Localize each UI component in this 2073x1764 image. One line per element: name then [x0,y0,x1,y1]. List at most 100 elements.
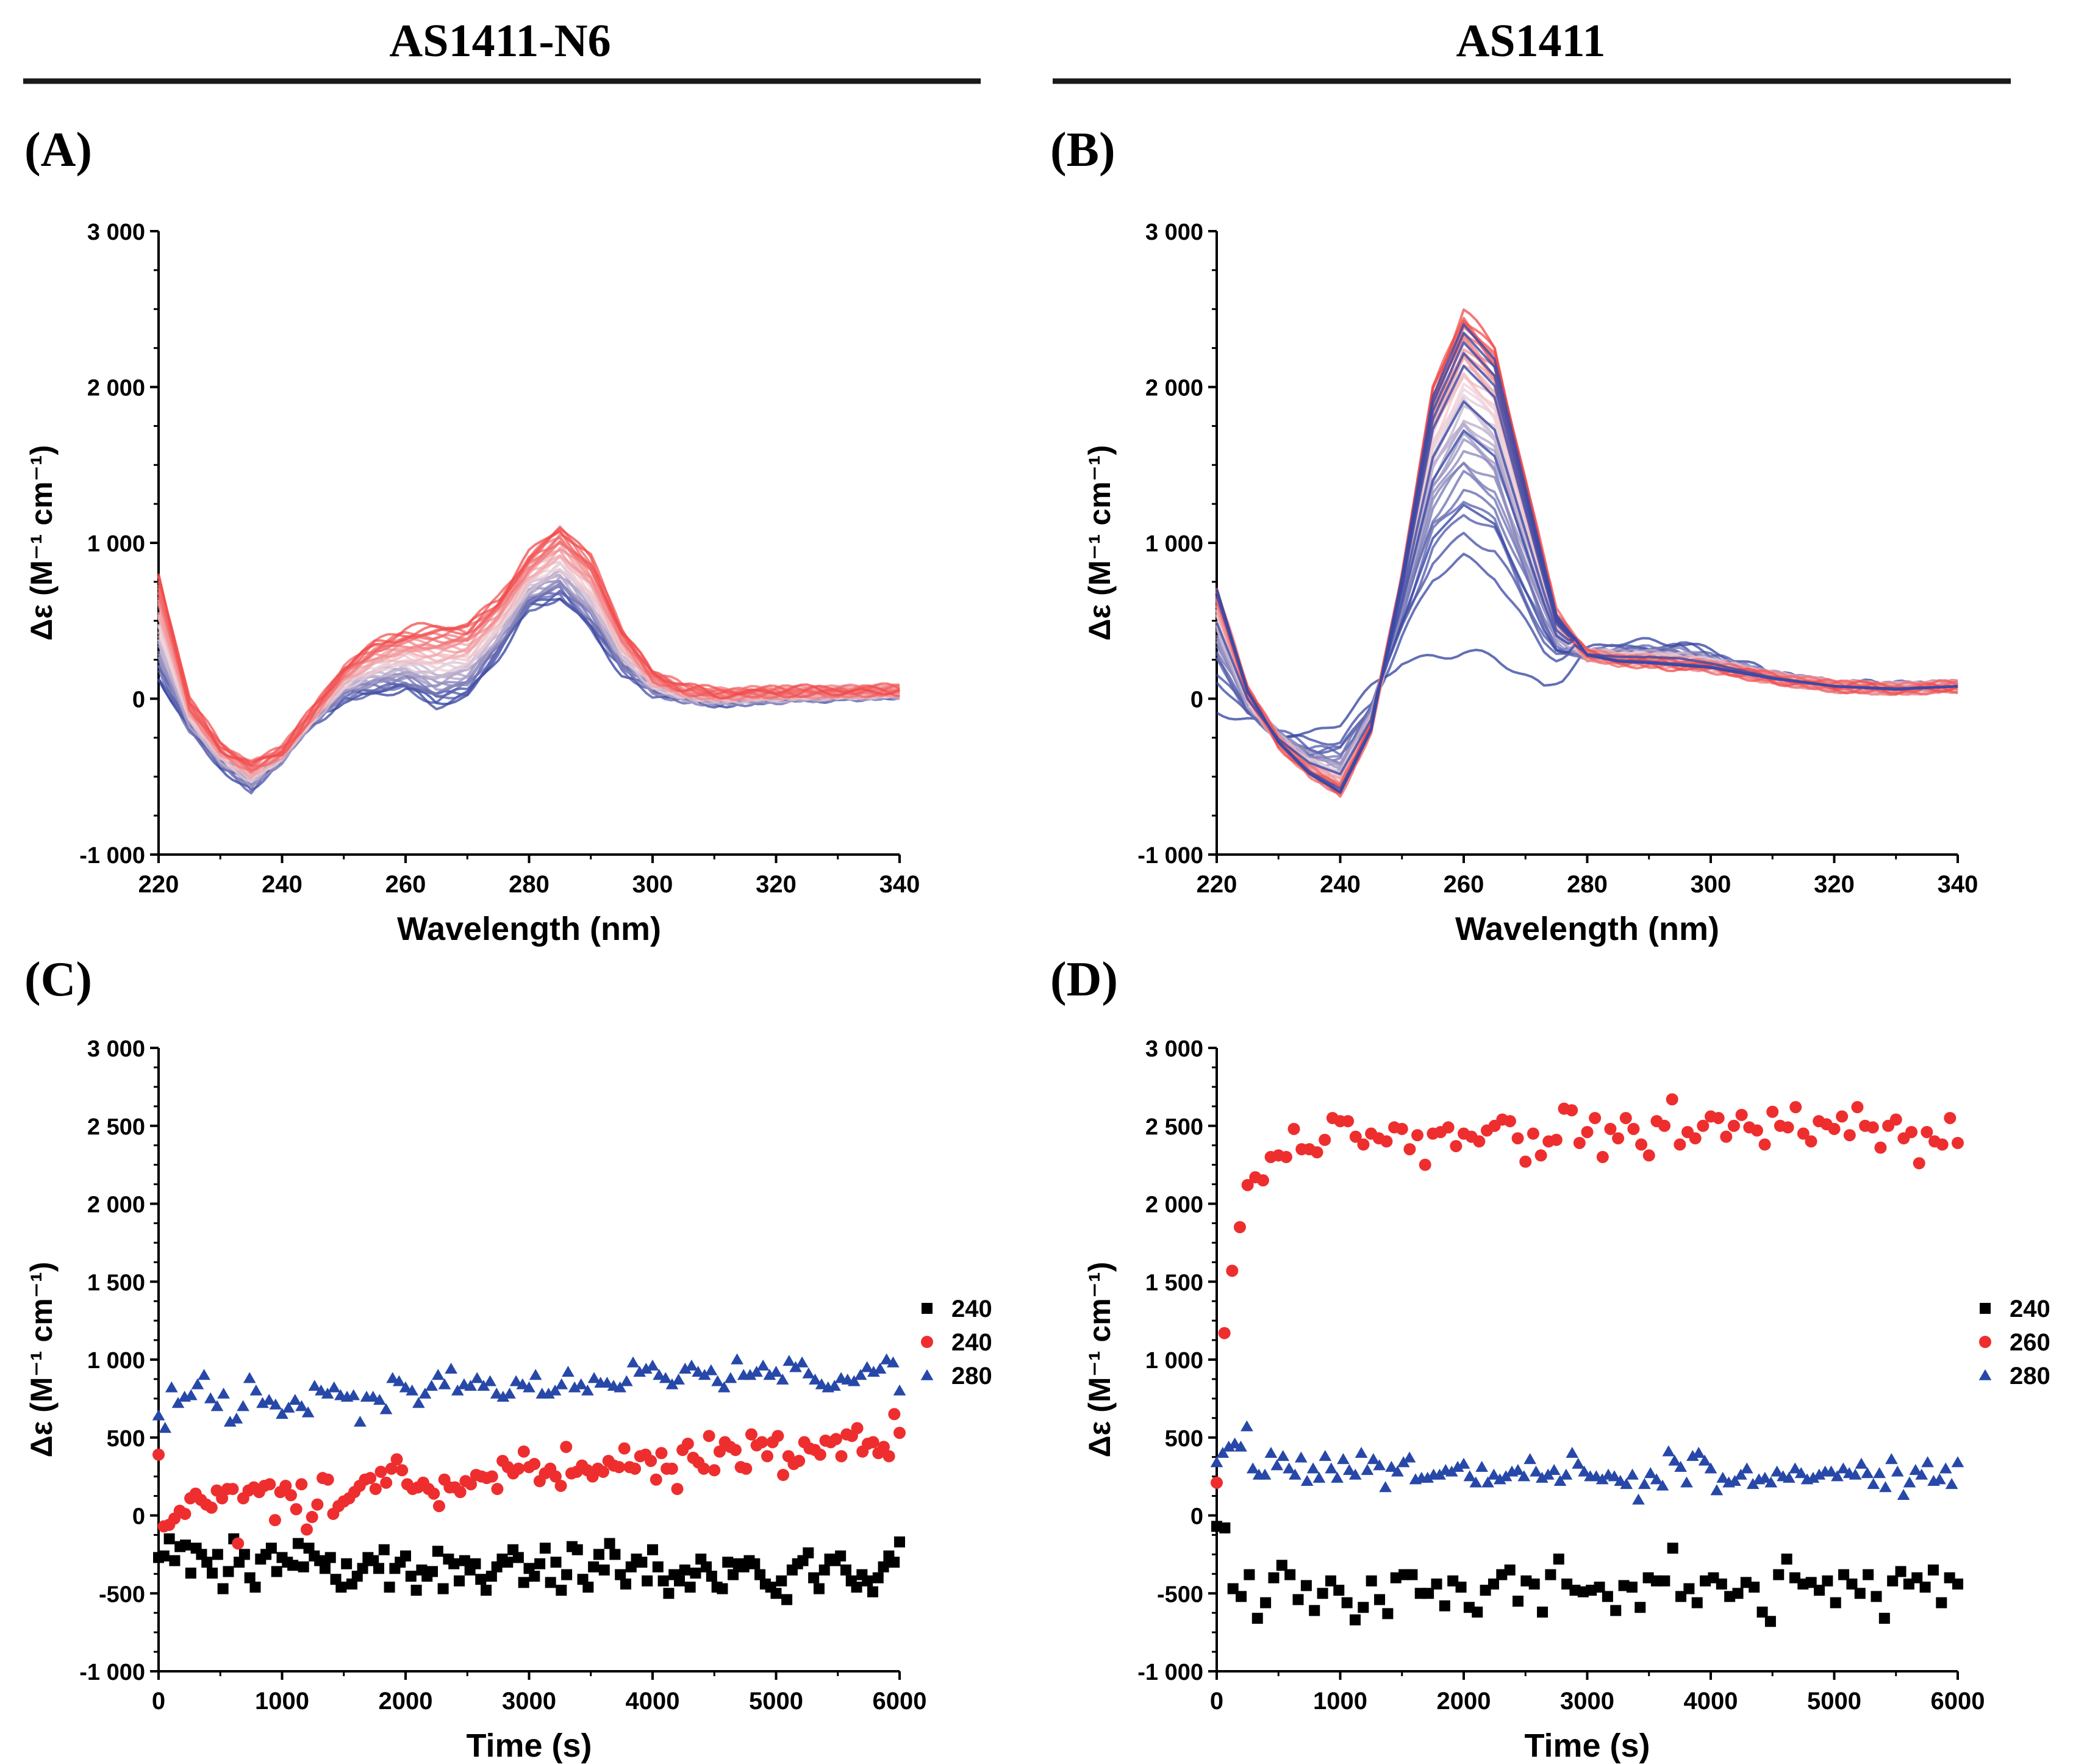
data-point [1493,1473,1506,1485]
data-point [315,1384,328,1396]
data-point [539,1543,551,1554]
data-point [1572,1457,1585,1469]
y-tick-label: 0 [132,687,145,713]
data-point [373,1394,386,1405]
intermediate-spectrum-line [1216,323,1958,794]
data-point [1788,1462,1802,1474]
spectrum-line [1216,432,1958,772]
data-point [1559,1468,1573,1480]
data-point [1773,1569,1785,1580]
data-point [1488,1468,1500,1480]
data-point [1333,1585,1345,1596]
data-point [642,1575,653,1587]
data-point [1638,1478,1651,1490]
series-circle-240 [152,1408,906,1550]
spectrum-line [1216,382,1958,785]
data-point [789,1361,802,1372]
data-point [276,1408,288,1419]
data-point [652,1561,664,1572]
spectrum-line [1216,323,1958,794]
data-point [384,1582,395,1593]
data-point [1366,1575,1377,1587]
panel-label-c: (C) [24,953,92,1006]
data-point [284,1489,297,1502]
data-point [459,1555,470,1566]
data-point [374,1465,387,1478]
data-point [410,1585,422,1596]
y-tick-label: 2 500 [1145,1114,1203,1140]
data-point [1403,1451,1416,1463]
data-point [1455,1582,1467,1593]
y-tick-label: 3 000 [87,220,145,245]
legend-label: 240 [951,1329,992,1356]
data-point [873,1363,887,1374]
data-point [1517,1470,1531,1482]
panel-label-a: (A) [24,123,92,177]
data-point [763,1369,776,1380]
y-tick-label: -500 [99,1582,145,1607]
data-point [1602,1591,1613,1602]
data-point [1236,1591,1247,1602]
data-point [1758,1138,1771,1151]
spectrum-line [1216,317,1958,786]
data-point [232,1537,245,1550]
data-point [556,1585,567,1596]
y-tick-label: 2 000 [1145,1192,1203,1218]
axes-C: 0 1000 2000 3000 4000 5000 6000 -1 000 -500 0 500 1… [24,1036,926,1764]
spectrum-line [1216,356,1958,785]
data-point [770,1588,782,1599]
data-point [1913,1157,1925,1170]
data-point [470,1372,484,1383]
data-point [1534,1149,1547,1162]
data-point [1513,1596,1524,1607]
data-point [1945,1478,1958,1490]
data-point [650,1473,662,1486]
x-tick-label: 340 [1938,871,1978,898]
data-point [620,1578,631,1590]
data-point [165,1381,178,1393]
y-tick-label: 0 [1190,687,1203,713]
data-point [1504,1564,1516,1576]
data-point [1770,1465,1784,1477]
data-point [1635,1138,1648,1151]
data-point [814,1448,826,1461]
legend-label: 240 [951,1296,992,1322]
data-point [1783,1471,1796,1483]
data-point [808,1572,820,1583]
data-point [581,1384,594,1396]
data-point [237,1400,249,1411]
data-point [1442,1121,1455,1134]
data-point [341,1558,353,1569]
data-point [1749,1582,1760,1593]
data-point [729,1444,742,1457]
data-point [614,1381,627,1393]
x-tick-label: 1000 [1313,1688,1367,1715]
data-point [1927,1564,1939,1576]
data-point [321,1473,334,1486]
data-point [1691,1597,1703,1608]
y-tick-label: 2 000 [87,1192,145,1218]
data-point [1797,1127,1810,1140]
data-point [1342,1464,1356,1475]
data-point [1541,1468,1555,1480]
data-point [1233,1221,1246,1233]
data-point [609,1549,621,1560]
spectrum-line [1216,399,1958,775]
data-point [1210,1456,1223,1468]
data-point [690,1568,701,1579]
data-point [1226,1264,1239,1277]
data-point [1952,1578,1963,1590]
chart-panel-c: 0 1000 2000 3000 4000 5000 6000 -1 000 -500 0 500 1… [24,1036,992,1764]
data-point [684,1582,696,1593]
data-point [470,1558,481,1569]
data-point [158,1550,170,1561]
data-point [756,1359,770,1371]
intermediate-spectrum-line [1216,352,1958,794]
data-point [282,1401,295,1413]
data-point [1750,1124,1763,1137]
y-tick-label: 1 000 [1145,1348,1203,1374]
data-point [432,1546,443,1557]
data-point [704,1364,718,1375]
data-point [180,1540,192,1551]
data-point [1781,1121,1794,1134]
